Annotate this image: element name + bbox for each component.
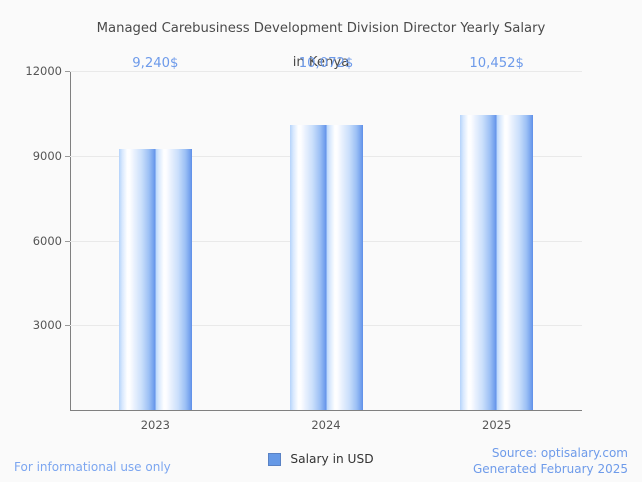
bar-2024[interactable] (289, 125, 363, 410)
chart-title-line-1: Managed Carebusiness Development Divisio… (96, 21, 546, 36)
tick-mark (65, 71, 70, 72)
chart-legend: Salary in USD (0, 449, 642, 469)
value-label-2024: 10,072$ (298, 56, 354, 71)
x-axis-label-2025: 2025 (482, 418, 512, 432)
tick-mark (65, 155, 70, 157)
footer-disclaimer: For informational use only (14, 460, 171, 474)
y-axis-tick-label: 9000 (32, 148, 62, 163)
value-label-2025: 10,452$ (469, 56, 524, 71)
footer-generated: Generated February 2025 (472, 462, 628, 476)
tick-mark (65, 240, 70, 242)
legend-item-salary-in-usd[interactable]: Salary in USD (258, 449, 384, 469)
bar-2025[interactable] (460, 114, 534, 410)
legend-item-label: Salary in USD (290, 452, 374, 466)
value-label-2023: 9,240$ (132, 56, 179, 71)
bar-2023[interactable] (118, 148, 192, 410)
chart-title-line-2: in Kenya (292, 55, 350, 70)
y-axis-tick-label: 3000 (32, 318, 62, 333)
chart-title: Managed Carebusiness Development Divisio… (60, 3, 582, 71)
tick-mark (65, 325, 70, 327)
x-axis-line (70, 410, 582, 411)
x-axis-label-2024: 2024 (311, 418, 341, 432)
footer-source: Source: optisalary.com (491, 446, 628, 460)
gridline (70, 71, 582, 72)
footer-source-block: Source: optisalary.com Generated Februar… (473, 445, 628, 477)
y-axis-tick-label: 12000 (25, 64, 62, 78)
plot-area: 3000 6000 9000 12000 (25, 64, 582, 410)
y-axis-tick-label: 6000 (32, 233, 62, 248)
legend-swatch-icon (268, 452, 282, 466)
x-axis-label-2023: 2023 (140, 418, 170, 432)
